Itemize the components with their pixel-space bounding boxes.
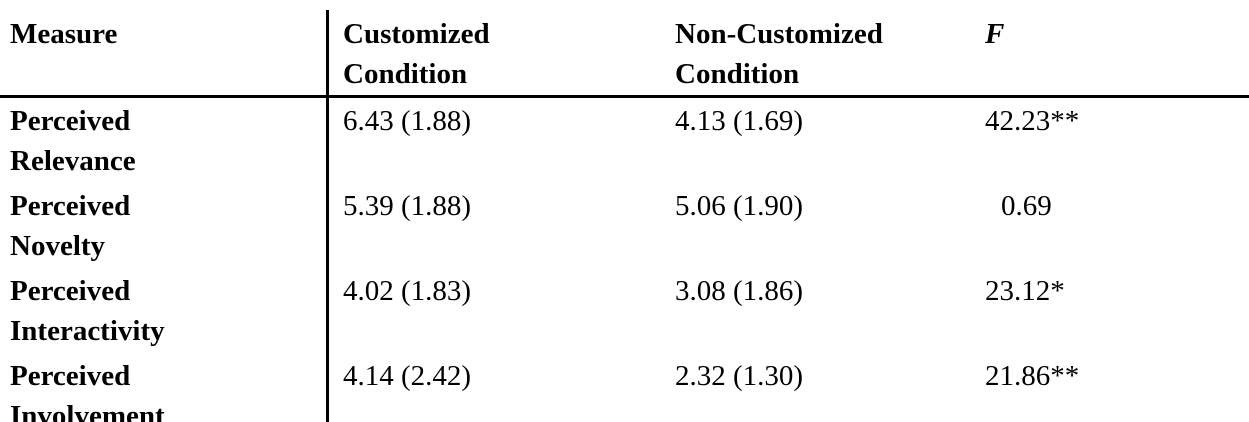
value-cell: 5.39 (1.88) [343, 190, 472, 222]
value-cell: 4.02 (1.83) [343, 275, 472, 307]
measure-cell: Perceived Relevance [10, 105, 136, 177]
header-cell: F [985, 18, 1005, 50]
header-divider [0, 95, 1249, 98]
value-cell: 4.14 (2.42) [343, 360, 472, 392]
measure-cell: Perceived Novelty [10, 190, 131, 262]
column-divider [326, 10, 329, 422]
value-cell: 0.69 [1001, 190, 1052, 222]
value-cell: 21.86** [985, 360, 1080, 392]
value-cell: 3.08 (1.86) [675, 275, 804, 307]
value-cell: 6.43 (1.88) [343, 105, 472, 137]
header-cell: Non-Customized Condition [675, 18, 883, 90]
value-cell: 23.12* [985, 275, 1065, 307]
value-cell: 5.06 (1.90) [675, 190, 804, 222]
header-cell: Measure [10, 18, 118, 50]
value-cell: 2.32 (1.30) [675, 360, 804, 392]
measure-cell: Perceived Involvement [10, 360, 165, 422]
value-cell: 42.23** [985, 105, 1080, 137]
measure-cell: Perceived Interactivity [10, 275, 165, 347]
value-cell: 4.13 (1.69) [675, 105, 804, 137]
header-cell: Customized Condition [343, 18, 490, 90]
